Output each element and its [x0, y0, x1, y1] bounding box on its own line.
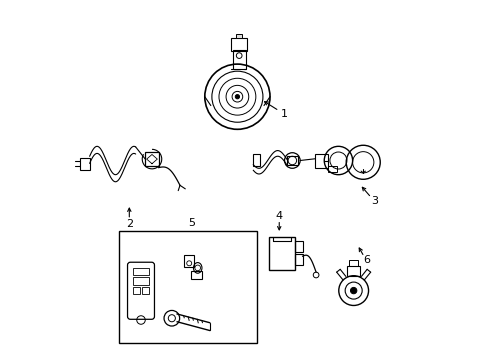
Bar — [119, 231, 256, 343]
Bar — [236, 33, 242, 38]
Bar — [142, 287, 148, 294]
Bar — [327, 166, 336, 172]
Text: 1: 1 — [280, 109, 287, 119]
Text: 6: 6 — [363, 256, 369, 265]
Text: 3: 3 — [371, 196, 378, 206]
Text: 2: 2 — [125, 219, 133, 229]
Circle shape — [350, 287, 356, 294]
Bar — [346, 266, 359, 276]
Bar — [315, 154, 327, 168]
Bar — [190, 271, 202, 279]
Bar — [232, 50, 245, 69]
Bar — [133, 268, 148, 275]
Bar — [294, 255, 302, 265]
Bar — [145, 152, 159, 166]
Text: 5: 5 — [187, 217, 194, 228]
Bar — [269, 237, 294, 270]
Bar — [133, 278, 148, 284]
Bar — [80, 158, 89, 170]
Bar — [231, 38, 246, 51]
Circle shape — [235, 95, 239, 99]
Bar — [349, 260, 357, 266]
Bar — [184, 256, 194, 267]
Bar — [252, 154, 259, 166]
Bar — [286, 156, 297, 165]
Bar — [294, 241, 302, 252]
Text: 4: 4 — [275, 211, 282, 221]
Bar — [133, 287, 140, 294]
